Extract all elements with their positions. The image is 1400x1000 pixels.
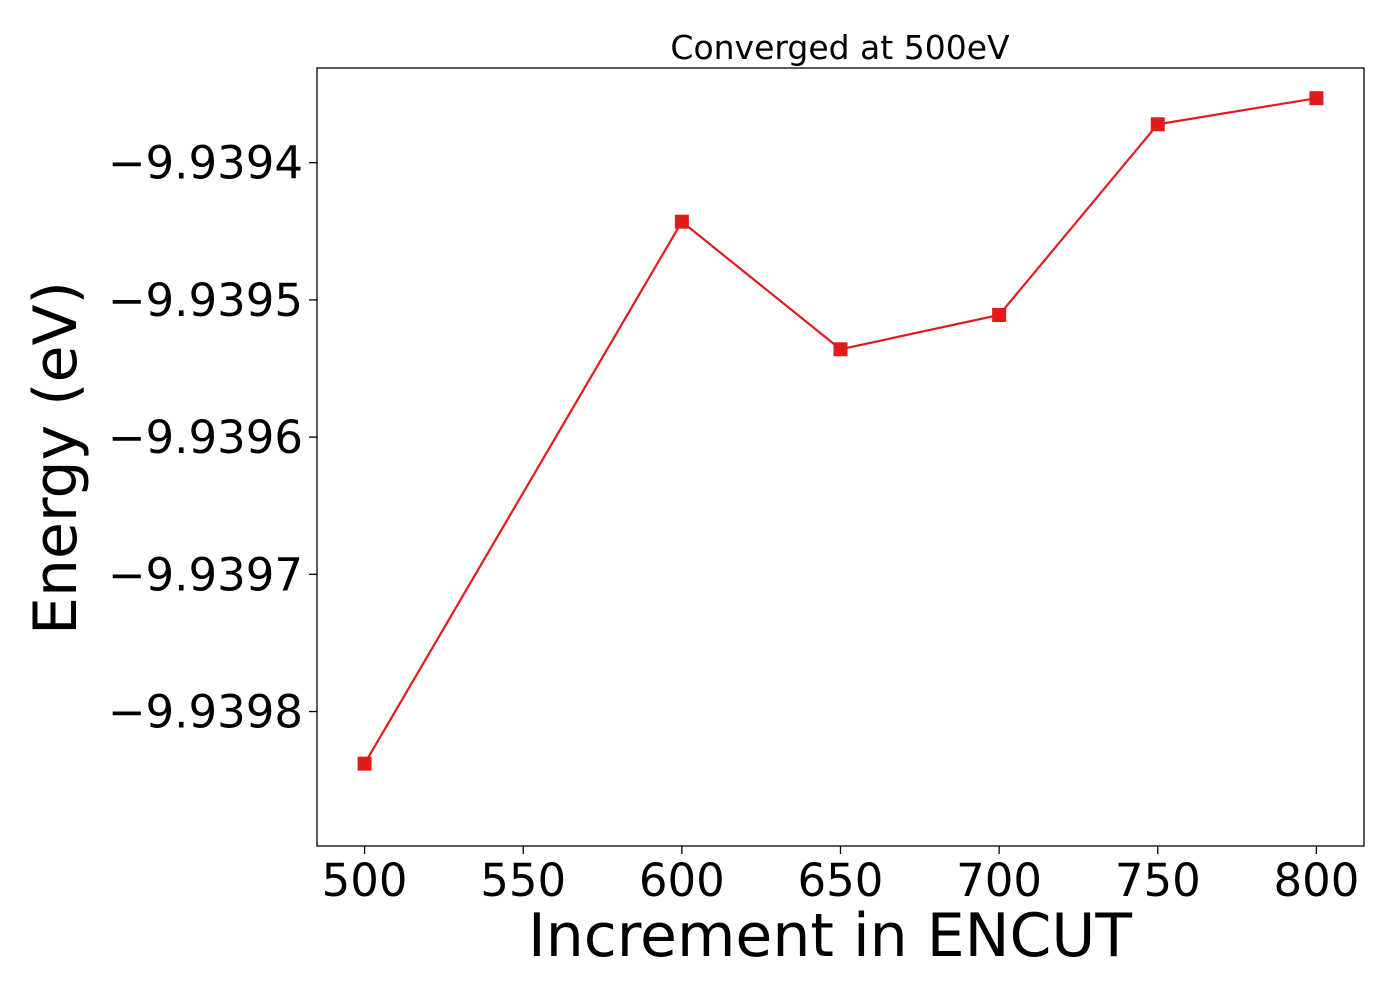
x-tick-label: 600 (639, 854, 725, 907)
y-tick-label: −9.9394 (108, 137, 303, 190)
x-tick-label: 700 (956, 854, 1042, 907)
x-tick-label: 650 (798, 854, 884, 907)
series-layer (357, 91, 1324, 771)
y-tick-label: −9.9395 (108, 274, 303, 327)
data-point-marker (1150, 117, 1165, 132)
x-tick-label: 750 (1115, 854, 1201, 907)
plot-area-frame (316, 67, 1365, 847)
x-tick-label: 500 (322, 854, 408, 907)
y-axis-ticks: −9.9398 −9.9397 −9.9396 −9.9395 −9.9394 (108, 137, 317, 739)
x-tick-label: 550 (480, 854, 566, 907)
data-point-marker (992, 307, 1007, 322)
data-point-marker (1309, 91, 1324, 106)
y-axis-title: Energy (eV) (21, 281, 91, 635)
data-point-marker (357, 756, 372, 771)
chart-title: Converged at 500eV (670, 28, 1010, 67)
x-axis-ticks: 500 550 600 650 700 750 800 (322, 846, 1359, 907)
data-point-marker (833, 342, 848, 357)
x-tick-label: 800 (1273, 854, 1359, 907)
series-line (363, 97, 1317, 765)
y-tick-label: −9.9397 (108, 548, 303, 601)
data-point-marker (674, 214, 689, 229)
x-axis-title: Increment in ENCUT (528, 901, 1132, 971)
y-tick-label: −9.9396 (108, 411, 303, 464)
y-tick-label: −9.9398 (108, 686, 303, 739)
